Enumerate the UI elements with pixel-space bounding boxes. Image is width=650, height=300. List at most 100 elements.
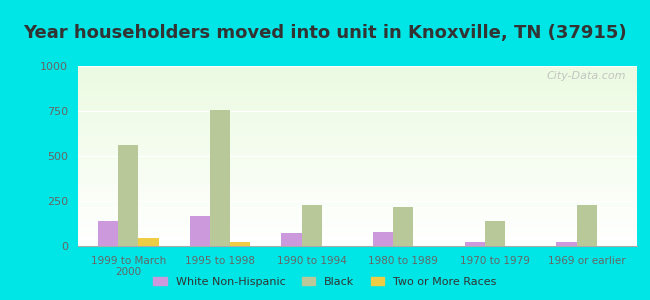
Bar: [73, 233, 642, 234]
Bar: [73, 129, 642, 130]
Bar: [73, 79, 642, 80]
Bar: [73, 87, 642, 88]
Bar: [73, 99, 642, 100]
Bar: [73, 66, 642, 67]
Bar: [73, 231, 642, 232]
Bar: [73, 70, 642, 71]
Bar: [73, 177, 642, 178]
Bar: [73, 188, 642, 189]
Bar: [73, 169, 642, 170]
Bar: [73, 71, 642, 72]
Bar: [73, 148, 642, 149]
Bar: [465, 242, 485, 246]
Bar: [73, 236, 642, 237]
Bar: [73, 182, 642, 183]
Bar: [73, 213, 642, 214]
Bar: [73, 192, 642, 193]
Bar: [73, 220, 642, 221]
Bar: [73, 225, 642, 226]
Bar: [73, 224, 642, 225]
Bar: [73, 84, 642, 85]
Bar: [73, 156, 642, 157]
Bar: [73, 155, 642, 156]
Bar: [73, 238, 642, 239]
Bar: [73, 226, 642, 227]
Bar: [73, 243, 642, 244]
Bar: [73, 142, 642, 143]
Bar: [73, 239, 642, 240]
Bar: [281, 232, 302, 246]
Bar: [73, 153, 642, 154]
Bar: [73, 209, 642, 210]
Bar: [73, 121, 642, 122]
Bar: [73, 172, 642, 173]
Bar: [73, 183, 642, 184]
Bar: [73, 82, 642, 83]
Bar: [230, 242, 250, 246]
Bar: [73, 191, 642, 192]
Bar: [73, 202, 642, 203]
Bar: [73, 125, 642, 126]
Bar: [73, 78, 642, 79]
Bar: [73, 108, 642, 109]
Bar: [73, 205, 642, 206]
Bar: [73, 141, 642, 142]
Bar: [73, 186, 642, 187]
Bar: [73, 97, 642, 98]
Bar: [73, 167, 642, 168]
Bar: [73, 171, 642, 172]
Bar: [73, 113, 642, 114]
Bar: [73, 152, 642, 153]
Bar: [73, 242, 642, 243]
Bar: [73, 91, 642, 92]
Bar: [73, 232, 642, 233]
Bar: [73, 151, 642, 152]
Bar: [73, 173, 642, 174]
Bar: [190, 216, 210, 246]
Bar: [73, 162, 642, 163]
Bar: [73, 207, 642, 208]
Bar: [73, 178, 642, 179]
Bar: [73, 210, 642, 211]
Bar: [73, 185, 642, 186]
Bar: [577, 205, 597, 246]
Bar: [73, 204, 642, 205]
Text: Year householders moved into unit in Knoxville, TN (37915): Year householders moved into unit in Kno…: [23, 24, 627, 42]
Bar: [73, 143, 642, 144]
Bar: [73, 150, 642, 151]
Bar: [73, 169, 642, 170]
Bar: [73, 170, 642, 171]
Bar: [302, 205, 322, 246]
Bar: [73, 154, 642, 155]
Bar: [73, 146, 642, 147]
Bar: [73, 240, 642, 241]
Bar: [73, 221, 642, 222]
Bar: [73, 109, 642, 110]
Bar: [73, 92, 642, 93]
Bar: [73, 68, 642, 69]
Bar: [73, 136, 642, 137]
Bar: [373, 232, 393, 246]
Bar: [73, 72, 642, 73]
Bar: [73, 114, 642, 115]
Bar: [73, 201, 642, 202]
Bar: [73, 122, 642, 123]
Bar: [73, 234, 642, 235]
Text: City-Data.com: City-Data.com: [546, 71, 626, 81]
Bar: [73, 73, 642, 74]
Bar: [73, 124, 642, 125]
Bar: [73, 131, 642, 132]
Bar: [73, 67, 642, 68]
Bar: [73, 74, 642, 75]
Bar: [98, 221, 118, 246]
Bar: [73, 227, 642, 228]
Bar: [73, 116, 642, 117]
Bar: [73, 98, 642, 99]
Bar: [73, 163, 642, 164]
Bar: [73, 149, 642, 150]
Bar: [73, 120, 642, 121]
Bar: [73, 83, 642, 84]
Bar: [73, 216, 642, 217]
Bar: [73, 218, 642, 219]
Bar: [73, 69, 642, 70]
